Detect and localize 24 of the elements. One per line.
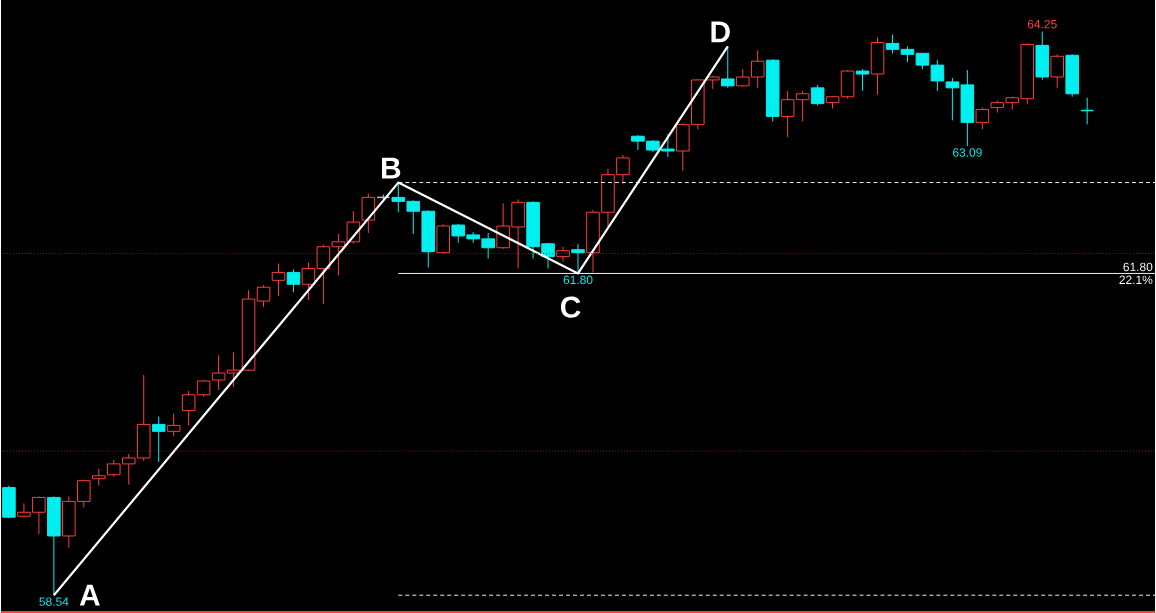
annotation: 63.09 — [952, 148, 982, 157]
annotation: 58.54 — [39, 597, 69, 606]
candlestick — [286, 268, 301, 293]
annotation: 64.25 — [1027, 19, 1057, 29]
candlestick — [855, 68, 870, 92]
candlestick — [361, 192, 376, 234]
candlestick — [1050, 53, 1065, 89]
annotation: 61.80 — [563, 275, 593, 285]
candlestick — [271, 263, 286, 297]
annotation: C — [560, 296, 581, 318]
text: 22.1% — [1119, 275, 1153, 285]
candlestick — [975, 107, 990, 130]
candlestick — [556, 246, 570, 263]
candlestick — [256, 284, 271, 308]
annotation: B — [382, 157, 401, 179]
annotation: A — [79, 584, 100, 606]
ref-line-label: 61.80 — [1123, 262, 1153, 272]
candlestick — [885, 34, 900, 54]
candlestick — [661, 133, 675, 158]
candlestick — [571, 243, 585, 274]
candlestick — [166, 413, 181, 437]
candlestick — [810, 84, 825, 107]
candlestick — [151, 416, 166, 463]
annotation: D — [711, 21, 730, 43]
